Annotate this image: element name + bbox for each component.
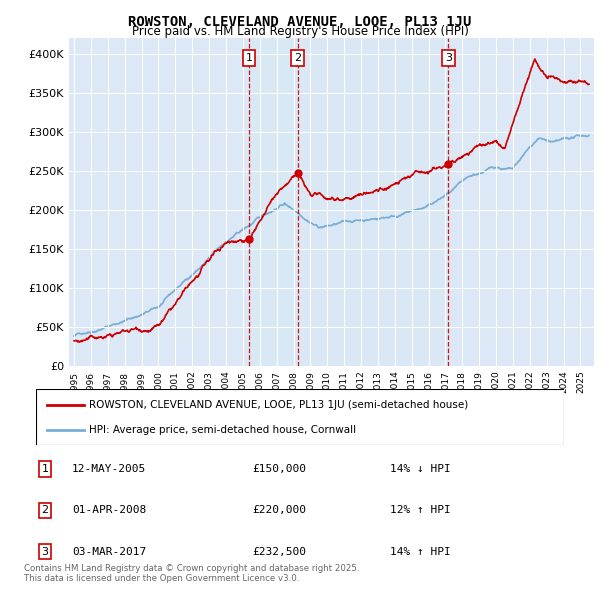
Text: 2: 2 — [41, 506, 49, 515]
Text: 1: 1 — [245, 53, 253, 63]
Text: £150,000: £150,000 — [252, 464, 306, 474]
Text: Price paid vs. HM Land Registry's House Price Index (HPI): Price paid vs. HM Land Registry's House … — [131, 25, 469, 38]
Text: 14% ↑ HPI: 14% ↑ HPI — [390, 547, 451, 556]
Text: Contains HM Land Registry data © Crown copyright and database right 2025.
This d: Contains HM Land Registry data © Crown c… — [24, 563, 359, 583]
FancyBboxPatch shape — [36, 389, 564, 445]
Text: £220,000: £220,000 — [252, 506, 306, 515]
Text: 3: 3 — [41, 547, 49, 556]
Text: 14% ↓ HPI: 14% ↓ HPI — [390, 464, 451, 474]
Text: ROWSTON, CLEVELAND AVENUE, LOOE, PL13 1JU (semi-detached house): ROWSTON, CLEVELAND AVENUE, LOOE, PL13 1J… — [89, 400, 468, 410]
Text: 3: 3 — [445, 53, 452, 63]
Text: ROWSTON, CLEVELAND AVENUE, LOOE, PL13 1JU: ROWSTON, CLEVELAND AVENUE, LOOE, PL13 1J… — [128, 15, 472, 29]
Text: £232,500: £232,500 — [252, 547, 306, 556]
Text: 1: 1 — [41, 464, 49, 474]
Text: 12% ↑ HPI: 12% ↑ HPI — [390, 506, 451, 515]
Text: 2: 2 — [294, 53, 301, 63]
Text: HPI: Average price, semi-detached house, Cornwall: HPI: Average price, semi-detached house,… — [89, 425, 356, 435]
Text: 12-MAY-2005: 12-MAY-2005 — [72, 464, 146, 474]
Text: 01-APR-2008: 01-APR-2008 — [72, 506, 146, 515]
Text: 03-MAR-2017: 03-MAR-2017 — [72, 547, 146, 556]
Bar — [298, 38, 448, 366]
Bar — [249, 38, 298, 366]
